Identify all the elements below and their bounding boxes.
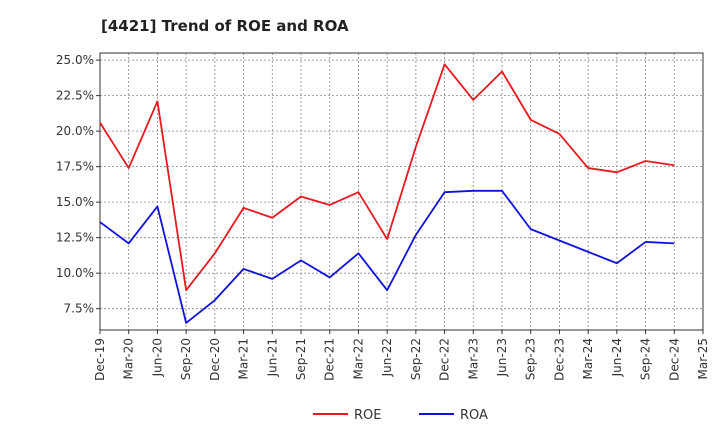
legend-label-roe: ROE <box>354 408 381 423</box>
series-line-roa <box>99 189 675 324</box>
x-tick-label: Mar-21 <box>237 338 251 379</box>
x-tick-label: Sep-24 <box>639 338 653 380</box>
x-tick-label: Mar-24 <box>581 338 595 379</box>
legend: ROE ROA <box>313 408 488 423</box>
x-tick-label: Mar-20 <box>122 338 136 379</box>
x-tick-label: Dec-24 <box>667 338 681 381</box>
x-tick-label: Jun-24 <box>610 338 624 377</box>
x-tick-label: Mar-23 <box>466 338 480 379</box>
series-line-roe <box>99 63 675 292</box>
x-tick-label: Dec-21 <box>323 338 337 381</box>
y-tick-label: 7.5% <box>64 302 95 316</box>
x-tick-label: Dec-22 <box>438 338 452 381</box>
x-tick-label: Jun-23 <box>495 338 509 377</box>
x-tick-label: Jun-22 <box>380 338 394 377</box>
x-tick-label: Dec-20 <box>208 338 222 381</box>
x-tick-label: Mar-25 <box>696 338 710 379</box>
series-lines <box>99 63 675 324</box>
y-tick-label: 20.0% <box>56 124 94 138</box>
plot-frame <box>99 52 704 331</box>
y-tick-label: 25.0% <box>56 53 94 67</box>
x-tick-label: Jun-20 <box>150 338 164 377</box>
y-tick-label: 15.0% <box>56 195 94 209</box>
y-tick-label: 22.5% <box>56 89 94 103</box>
x-tick-label: Sep-22 <box>409 338 423 380</box>
y-axis-tick-labels: 7.5% 10.0% 12.5% 15.0% 17.5% 20.0% 22.5% 25.0% <box>56 53 100 316</box>
chart-title: [4421] Trend of ROE and ROA <box>101 17 349 35</box>
x-tick-label: Sep-20 <box>179 338 193 380</box>
x-tick-label: Sep-21 <box>294 338 308 380</box>
y-tick-label: 17.5% <box>56 160 94 174</box>
legend-label-roa: ROA <box>460 408 488 423</box>
x-tick-label: Jun-21 <box>265 338 279 377</box>
y-tick-label: 12.5% <box>56 231 94 245</box>
x-axis-tick-labels: Dec-19 Mar-20 Jun-20 Sep-20 Dec-20 Mar-21 Jun-… <box>93 330 710 381</box>
x-tick-label: Dec-23 <box>552 338 566 381</box>
x-tick-label: Dec-19 <box>93 338 107 381</box>
y-tick-label: 10.0% <box>56 266 94 280</box>
x-tick-label: Sep-23 <box>524 338 538 380</box>
x-tick-label: Mar-22 <box>351 338 365 379</box>
